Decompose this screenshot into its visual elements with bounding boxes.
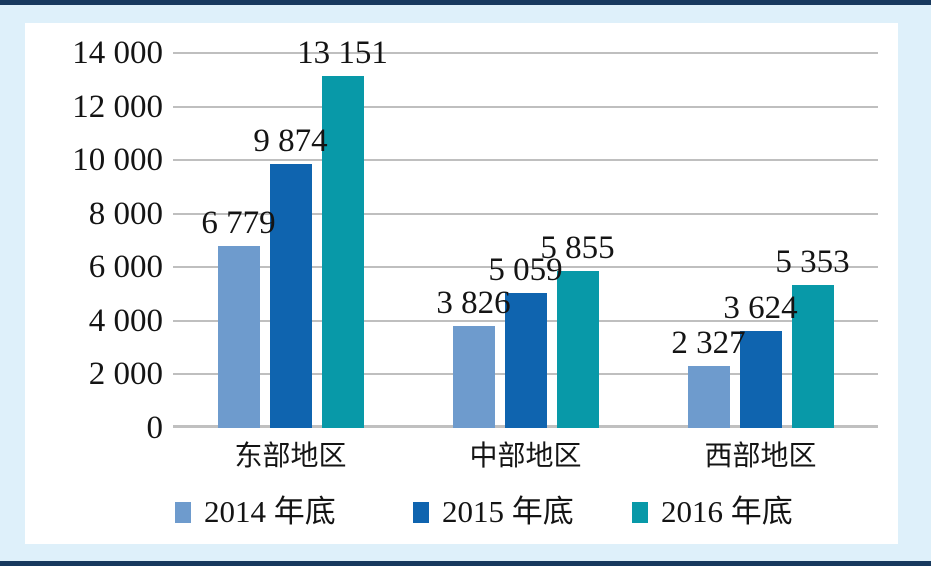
y-tick-label: 10 000: [72, 142, 163, 179]
category-label: 东部地区: [234, 441, 347, 472]
legend-swatch-icon: [175, 501, 191, 523]
legend-swatch-icon: [632, 501, 648, 523]
gridline: [173, 52, 878, 54]
bar: [687, 365, 730, 428]
bar: [321, 75, 364, 428]
bar: [217, 246, 260, 428]
bar: [791, 284, 834, 428]
y-tick-label: 6 000: [88, 249, 163, 286]
bar: [452, 325, 495, 428]
bar-value-label: 3 826: [436, 284, 511, 321]
category-label: 中部地区: [469, 441, 582, 472]
y-tick-label: 8 000: [88, 195, 163, 232]
bar-value-label: 5 855: [540, 230, 615, 267]
legend-label: 2015 年底: [442, 494, 574, 529]
category-label: 西部地区: [704, 441, 817, 472]
y-tick-label: 12 000: [72, 88, 163, 125]
legend-item: 2015 年底: [413, 495, 574, 529]
legend-label: 2014 年底: [204, 494, 336, 529]
bar-value-label: 3 624: [723, 289, 798, 326]
bar-value-label: 6 779: [201, 205, 276, 242]
legend-label: 2016 年底: [661, 494, 793, 529]
y-tick-label: 0: [146, 410, 164, 446]
y-tick-label: 14 000: [72, 35, 163, 71]
legend-swatch-icon: [413, 501, 429, 523]
bar-value-label: 9 874: [253, 122, 328, 159]
bar: [556, 271, 599, 428]
bar-value-label: 13 151: [297, 34, 388, 71]
gridline: [173, 105, 878, 108]
legend-item: 2014 年底: [175, 495, 336, 529]
chart-legend: 2014 年底 2015 年底 2016 年底: [25, 495, 898, 529]
bar-value-label: 2 327: [671, 324, 746, 361]
y-tick-label: 2 000: [88, 356, 163, 393]
gridline: [173, 212, 878, 215]
bar-value-label: 5 059: [488, 251, 563, 288]
gridline: [173, 266, 878, 269]
chart-panel: 0 2 000 4 000 6 000 8 000 10 000 12 000 14 000 6…: [25, 23, 898, 544]
bar: [739, 330, 782, 428]
bar: [269, 163, 312, 428]
plot-area: 0 2 000 4 000 6 000 8 000 10 000 12 000 14 000 6…: [72, 35, 878, 472]
bar-value-label: 5 353: [775, 243, 850, 280]
bar: [504, 292, 547, 428]
y-tick-label: 4 000: [88, 302, 163, 339]
gridline: [173, 159, 878, 162]
legend-item: 2016 年底: [632, 495, 793, 529]
